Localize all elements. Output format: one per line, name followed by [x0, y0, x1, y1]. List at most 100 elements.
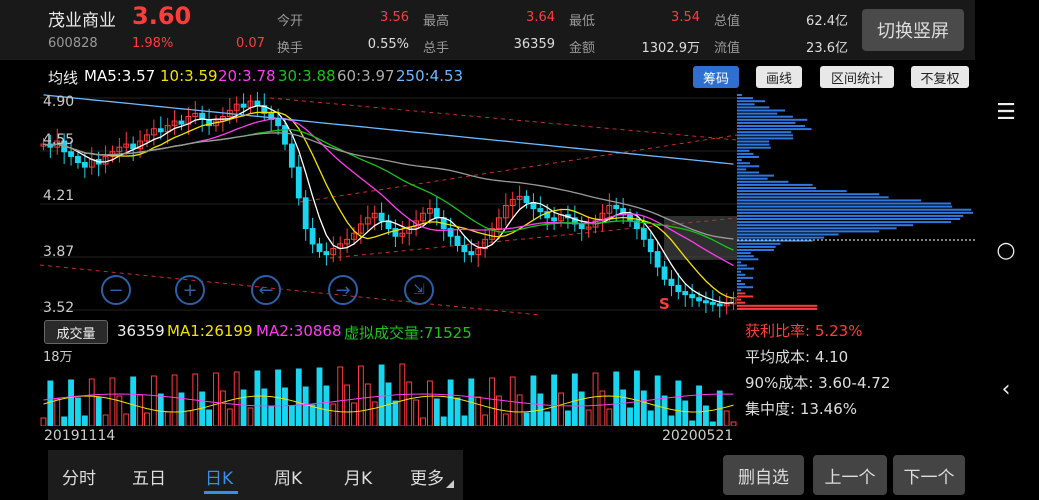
chip-bar — [737, 252, 751, 255]
chip-bar — [737, 134, 793, 137]
candle-body — [157, 128, 164, 133]
tab-timeshare[interactable]: 分时 — [62, 469, 96, 489]
volume-bar — [247, 407, 254, 426]
volume-ma1: MA1:26199 — [167, 322, 253, 340]
candle-body — [357, 223, 364, 234]
candle-body — [606, 205, 613, 214]
stock-code: 600828 — [48, 36, 98, 51]
candle-body — [675, 284, 682, 293]
period-tabs: 分时 五日 日K 周K 月K 更多 — [48, 450, 463, 500]
pan-right-icon[interactable]: → — [328, 275, 358, 305]
chips-button[interactable]: 筹码 — [693, 66, 739, 88]
candle-body — [102, 155, 109, 165]
candle-body — [330, 248, 337, 256]
chip-bar — [737, 211, 973, 214]
next-button[interactable]: 下一个 — [893, 455, 965, 495]
mktcap-label: 总值 — [714, 14, 741, 29]
volume-bar — [447, 379, 454, 426]
chip-bar — [737, 118, 808, 121]
chip-bar — [737, 199, 922, 202]
chip-bar — [737, 295, 754, 298]
candle-body — [309, 228, 316, 245]
ma10-line — [43, 111, 734, 299]
candle-body — [178, 120, 185, 125]
kline-chart[interactable] — [40, 90, 737, 318]
remove-watchlist-button[interactable]: 删自选 — [723, 455, 804, 495]
volume-bar — [647, 410, 654, 426]
open-value: 3.56 — [380, 10, 409, 25]
chip-bar — [737, 165, 760, 168]
draw-line-button[interactable]: 画线 — [756, 66, 802, 88]
chip-bar — [737, 227, 897, 230]
zoom-out-icon[interactable]: − — [101, 275, 131, 305]
volume-bar — [482, 414, 489, 426]
trend-line — [40, 264, 541, 316]
volume-bar — [240, 389, 247, 426]
candle-body — [351, 232, 357, 240]
volume-current: 36359 — [117, 322, 165, 340]
candle-body — [489, 228, 495, 240]
candle-body — [399, 232, 406, 237]
volume-bar — [558, 392, 564, 426]
switch-portrait-button[interactable]: 切换竖屏 — [862, 9, 964, 51]
candle-body — [661, 266, 668, 280]
tab-monthly-k[interactable]: 月K — [344, 469, 373, 489]
volume-bar — [95, 396, 102, 426]
tab-daily-k[interactable]: 日K — [205, 469, 234, 489]
previous-button[interactable]: 上一个 — [813, 455, 887, 495]
volume-bar — [613, 371, 620, 426]
menu-icon[interactable]: ☰ — [996, 99, 1016, 125]
candle-body — [233, 103, 240, 111]
candle-body — [551, 217, 558, 222]
tab-more[interactable]: 更多 — [410, 469, 444, 489]
shrink-icon[interactable]: ⇲ — [404, 275, 434, 305]
volume-bar — [157, 393, 164, 426]
candle-body — [420, 212, 426, 222]
mktcap-value: 62.4亿 — [806, 14, 848, 29]
volume-bar — [496, 395, 502, 426]
zoom-in-icon[interactable]: + — [175, 275, 205, 305]
range-stats-button[interactable]: 区间统计 — [820, 66, 894, 88]
cost-90: 90%成本: 3.60-4.72 — [745, 374, 891, 392]
volume-bar — [213, 372, 219, 426]
candle-body — [447, 228, 454, 237]
chip-bar — [737, 273, 746, 276]
chip-bar — [737, 156, 759, 158]
chip-bar — [737, 205, 953, 208]
home-icon[interactable]: ○ — [996, 237, 1016, 263]
volume-bar — [337, 366, 344, 426]
chip-bar — [737, 267, 755, 270]
back-icon[interactable]: ‹ — [1001, 376, 1011, 402]
low-value: 3.54 — [671, 10, 700, 25]
chip-bar — [737, 159, 742, 162]
chip-bar — [737, 149, 750, 152]
chip-bar — [737, 121, 796, 124]
volume-indicator-button[interactable]: 成交量 — [44, 320, 108, 344]
candle-body — [302, 197, 309, 230]
chip-bar — [737, 208, 972, 211]
candle-body — [240, 103, 247, 108]
volume-bar — [54, 398, 61, 426]
date-start: 20191114 — [44, 428, 116, 444]
tab-weekly-k[interactable]: 周K — [274, 469, 303, 489]
volume-bar — [288, 405, 295, 426]
candle-body — [371, 212, 378, 219]
chip-bar — [737, 106, 770, 109]
volume-bar — [68, 379, 74, 426]
volume-bar — [351, 402, 357, 426]
candle-body — [544, 211, 551, 219]
chip-bar — [737, 255, 754, 258]
adjust-button[interactable]: 不复权 — [911, 66, 969, 88]
concentration: 集中度: 13.46% — [745, 400, 858, 418]
tab-five-day[interactable]: 五日 — [132, 469, 166, 489]
pan-left-icon[interactable]: ← — [251, 275, 281, 305]
volume-value: 36359 — [513, 37, 555, 52]
volume-bar — [551, 374, 558, 426]
chip-bar — [737, 301, 746, 304]
turnover-label: 换手 — [277, 41, 304, 56]
volume-bar — [502, 413, 509, 426]
candle-body — [392, 228, 399, 237]
candle-body — [696, 297, 702, 302]
candle-body — [654, 251, 661, 268]
volume-bar — [654, 375, 661, 426]
